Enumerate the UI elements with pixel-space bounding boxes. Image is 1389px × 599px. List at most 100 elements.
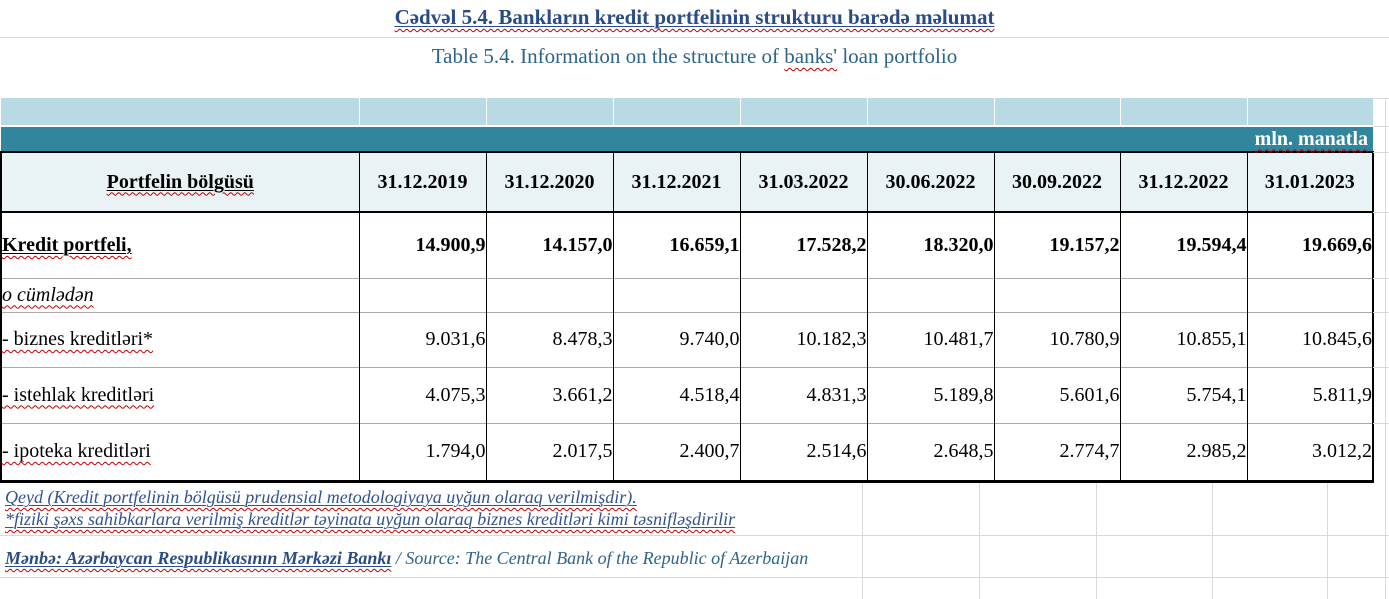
band-cell: [485, 98, 613, 126]
band-cell: [866, 98, 994, 126]
date-header-cell: 31.03.2022: [739, 151, 868, 213]
sheet-gridline: [1373, 98, 1389, 99]
table-title-en: Table 5.4. Information on the structure …: [0, 39, 1389, 73]
table-title-en-suffix: loan portfolio: [837, 44, 958, 68]
value-cell: 19.669,6: [1246, 211, 1374, 278]
decor-band-light: [1, 98, 1373, 126]
date-header-cell: 31.12.2021: [612, 151, 741, 213]
value-cell: 14.157,0: [485, 211, 614, 278]
value-cell: [1119, 277, 1248, 312]
date-header-cell: 31.01.2023: [1246, 151, 1374, 213]
header-portfolio-label: Portfelin bölgüsü: [0, 151, 360, 213]
date-header-cell: 31.12.2019: [358, 151, 487, 213]
source-az: Mənbə: Azərbaycan Respublikasının Mərkəz…: [5, 548, 392, 568]
table-title-az: Cədvəl 5.4. Bankların kredit portfelinin…: [0, 0, 1389, 34]
row-label: - biznes kreditləri*: [0, 311, 360, 367]
table-title-en-prefix: Table 5.4. Information on the structure …: [431, 44, 785, 68]
value-cell: 3.661,2: [485, 366, 614, 423]
value-cell: 2.017,5: [485, 422, 614, 483]
band-cell: [1119, 98, 1247, 126]
value-cell: 10.845,6: [1246, 311, 1374, 367]
source-line: Mənbə: Azərbaycan Respublikasının Mərkəz…: [5, 548, 808, 569]
sheet-gridline: [1373, 152, 1389, 153]
table-row-mortgage-loans: - ipoteka kreditləri 1.794,0 2.017,5 2.4…: [0, 422, 1374, 483]
sheet-gridline: [1327, 483, 1328, 599]
source-en: / Source: The Central Bank of the Republ…: [391, 548, 809, 568]
band-cell: [1, 98, 359, 126]
value-cell: 19.157,2: [993, 211, 1121, 278]
value-cell: 5.754,1: [1119, 366, 1248, 423]
value-cell: 10.182,3: [739, 311, 868, 367]
sheet-gridline: [0, 535, 1389, 536]
note-classification: *fiziki şəxs sahibkarlara verilmiş kredi…: [5, 509, 736, 529]
unit-band-cell: mln. manatla: [1, 125, 1373, 152]
sheet-gridline: [1373, 423, 1389, 424]
table-row-subheading: o cümlədən: [0, 277, 1374, 312]
row-label: - ipoteka kreditləri: [0, 422, 360, 483]
value-cell: 2.514,6: [739, 422, 868, 483]
value-cell: 8.478,3: [485, 311, 614, 367]
value-cell: 4.075,3: [358, 366, 487, 423]
table-header-row: Portfelin bölgüsü 31.12.2019 31.12.2020 …: [0, 151, 1374, 213]
value-cell: 2.985,2: [1119, 422, 1248, 483]
value-cell: 10.481,7: [866, 311, 995, 367]
sheet-gridline: [1373, 212, 1389, 213]
sheet-gridline: [1373, 278, 1389, 279]
sheet-gridline: [0, 577, 1389, 578]
band-cell: [739, 98, 867, 126]
band-cell: [993, 98, 1120, 126]
value-cell: [993, 277, 1121, 312]
value-cell: 19.594,4: [1119, 211, 1248, 278]
sheet-gridline: [979, 483, 980, 599]
value-cell: [1246, 277, 1374, 312]
sheet-gridline: [0, 37, 1389, 38]
row-label: - istehlak kreditləri: [0, 366, 360, 423]
table-row-business-loans: - biznes kreditləri* 9.031,6 8.478,3 9.7…: [0, 311, 1374, 367]
row-label: o cümlədən: [0, 277, 360, 312]
value-cell: 4.518,4: [612, 366, 741, 423]
value-cell: 2.400,7: [612, 422, 741, 483]
value-cell: 14.900,9: [358, 211, 487, 278]
value-cell: [739, 277, 868, 312]
value-cell: 4.831,3: [739, 366, 868, 423]
value-cell: 5.601,6: [993, 366, 1121, 423]
table-row-consumer-loans: - istehlak kreditləri 4.075,3 3.661,2 4.…: [0, 366, 1374, 423]
value-cell: 10.855,1: [1119, 311, 1248, 367]
value-cell: 16.659,1: [612, 211, 741, 278]
sheet-gridline: [1373, 126, 1389, 127]
value-cell: 2.774,7: [993, 422, 1121, 483]
sheet-gridline: [1385, 98, 1386, 599]
value-cell: 9.031,6: [358, 311, 487, 367]
value-cell: 17.528,2: [739, 211, 868, 278]
date-header-cell: 30.09.2022: [993, 151, 1121, 213]
value-cell: 9.740,0: [612, 311, 741, 367]
sheet-gridline: [1096, 483, 1097, 599]
value-cell: 3.012,2: [1246, 422, 1374, 483]
sheet-gridline: [1212, 483, 1213, 599]
value-cell: 5.189,8: [866, 366, 995, 423]
value-cell: 1.794,0: [358, 422, 487, 483]
sheet-gridline: [1373, 367, 1389, 368]
value-cell: 18.320,0: [866, 211, 995, 278]
value-cell: [485, 277, 614, 312]
table-title-az-text: Cədvəl 5.4. Bankların kredit portfelinin…: [394, 5, 995, 29]
table-title-en-word: banks': [784, 44, 838, 68]
unit-label: mln. manatla: [1254, 127, 1368, 150]
band-cell: [358, 98, 486, 126]
loan-portfolio-table: mln. manatla Portfelin bölgüsü 31.12.201…: [0, 98, 1374, 483]
value-cell: [612, 277, 741, 312]
table-row-total: Kredit portfeli, 14.900,9 14.157,0 16.65…: [0, 211, 1374, 278]
value-cell: [358, 277, 487, 312]
date-header-cell: 30.06.2022: [866, 151, 995, 213]
value-cell: 2.648,5: [866, 422, 995, 483]
sheet-gridline: [862, 483, 863, 599]
value-cell: [866, 277, 995, 312]
value-cell: 5.811,9: [1246, 366, 1374, 423]
note-methodology: Qeyd (Kredit portfelinin bölgüsü prudens…: [5, 487, 637, 507]
sheet-gridline: [1373, 312, 1389, 313]
row-label: Kredit portfeli,: [0, 211, 360, 278]
unit-band: mln. manatla: [1, 125, 1373, 152]
band-cell: [1246, 98, 1373, 126]
value-cell: 10.780,9: [993, 311, 1121, 367]
